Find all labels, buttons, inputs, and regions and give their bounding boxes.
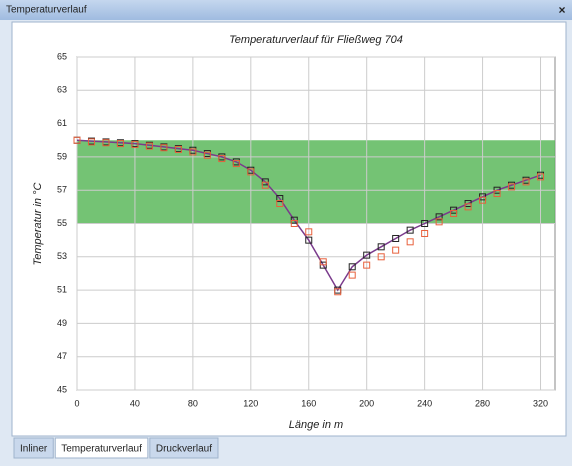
x-tick-label: 200 [359,398,374,408]
title-bar [0,0,572,20]
y-tick-label: 55 [57,218,67,228]
data-marker [276,200,284,208]
data-marker [392,234,400,242]
y-tick-label: 51 [57,284,67,294]
x-tick-label: 0 [74,398,79,408]
data-marker [305,236,313,244]
data-marker [537,173,545,181]
data-marker [421,229,429,237]
data-marker [377,253,385,261]
y-tick-label: 63 [57,85,67,95]
data-marker [261,181,269,189]
y-tick-label: 59 [57,151,67,161]
y-tick-label: 53 [57,251,67,261]
data-marker [174,145,182,153]
close-button[interactable]: × [558,3,565,17]
y-tick-label: 57 [57,185,67,195]
tab-background [54,437,149,459]
data-marker [363,261,371,269]
data-marker [392,246,400,254]
data-marker [73,136,81,144]
tab-background [13,437,54,459]
data-marker [131,140,139,148]
series-line [76,139,541,292]
window-title: Temperaturverlauf [6,5,87,16]
x-tick-label: 160 [301,398,316,408]
y-tick-label: 47 [57,351,67,361]
data-marker [145,142,153,150]
x-tick-label: 320 [533,398,548,408]
data-marker [290,220,298,227]
data-marker [377,243,385,251]
x-tick-label: 80 [188,398,198,408]
x-tick-label: 120 [243,398,258,408]
data-marker [406,238,414,246]
data-marker [435,218,443,226]
tab[interactable]: Druckverlauf [149,437,219,459]
x-tick-label: 40 [130,398,140,408]
tab-label[interactable]: Druckverlauf [156,444,212,455]
data-marker [247,168,255,176]
y-axis-label: Temperatur in °C [32,183,44,266]
data-marker [87,138,95,146]
data-marker [116,140,124,148]
data-marker [334,288,342,296]
tab[interactable]: Inliner [13,437,54,459]
tab-label[interactable]: Inliner [20,444,48,455]
y-tick-label: 65 [57,51,67,61]
data-marker [102,139,110,147]
x-tick-label: 240 [417,398,432,408]
x-axis-label: Länge in m [289,419,343,431]
data-marker [363,251,371,259]
data-marker [406,226,414,234]
tab-background [149,437,219,459]
data-marker [493,190,501,198]
data-marker [203,151,211,159]
tab-label[interactable]: Temperaturverlauf [61,444,142,455]
data-marker [160,144,168,152]
data-marker [522,178,530,186]
data-marker [435,213,443,221]
data-marker [348,263,356,271]
tab[interactable]: Temperaturverlauf [54,437,149,459]
data-marker [464,203,472,211]
data-marker [348,271,356,279]
x-tick-label: 280 [475,398,490,408]
data-marker [189,148,197,156]
data-marker [305,228,313,236]
y-tick-label: 49 [57,318,67,328]
data-marker [319,258,327,266]
data-marker [450,210,458,218]
chart-title: Temperaturverlauf für Fließweg 704 [229,34,403,46]
data-marker [479,196,487,204]
data-marker [232,160,240,168]
tab-bar: Inliner Temperaturverlauf Druckverlauf [13,437,219,459]
y-tick-label: 45 [57,384,67,394]
data-marker [508,183,516,191]
data-marker [218,155,226,163]
y-tick-label: 61 [57,118,67,128]
data-marker [421,220,429,227]
target-band [77,140,555,224]
data-marker [276,195,284,203]
